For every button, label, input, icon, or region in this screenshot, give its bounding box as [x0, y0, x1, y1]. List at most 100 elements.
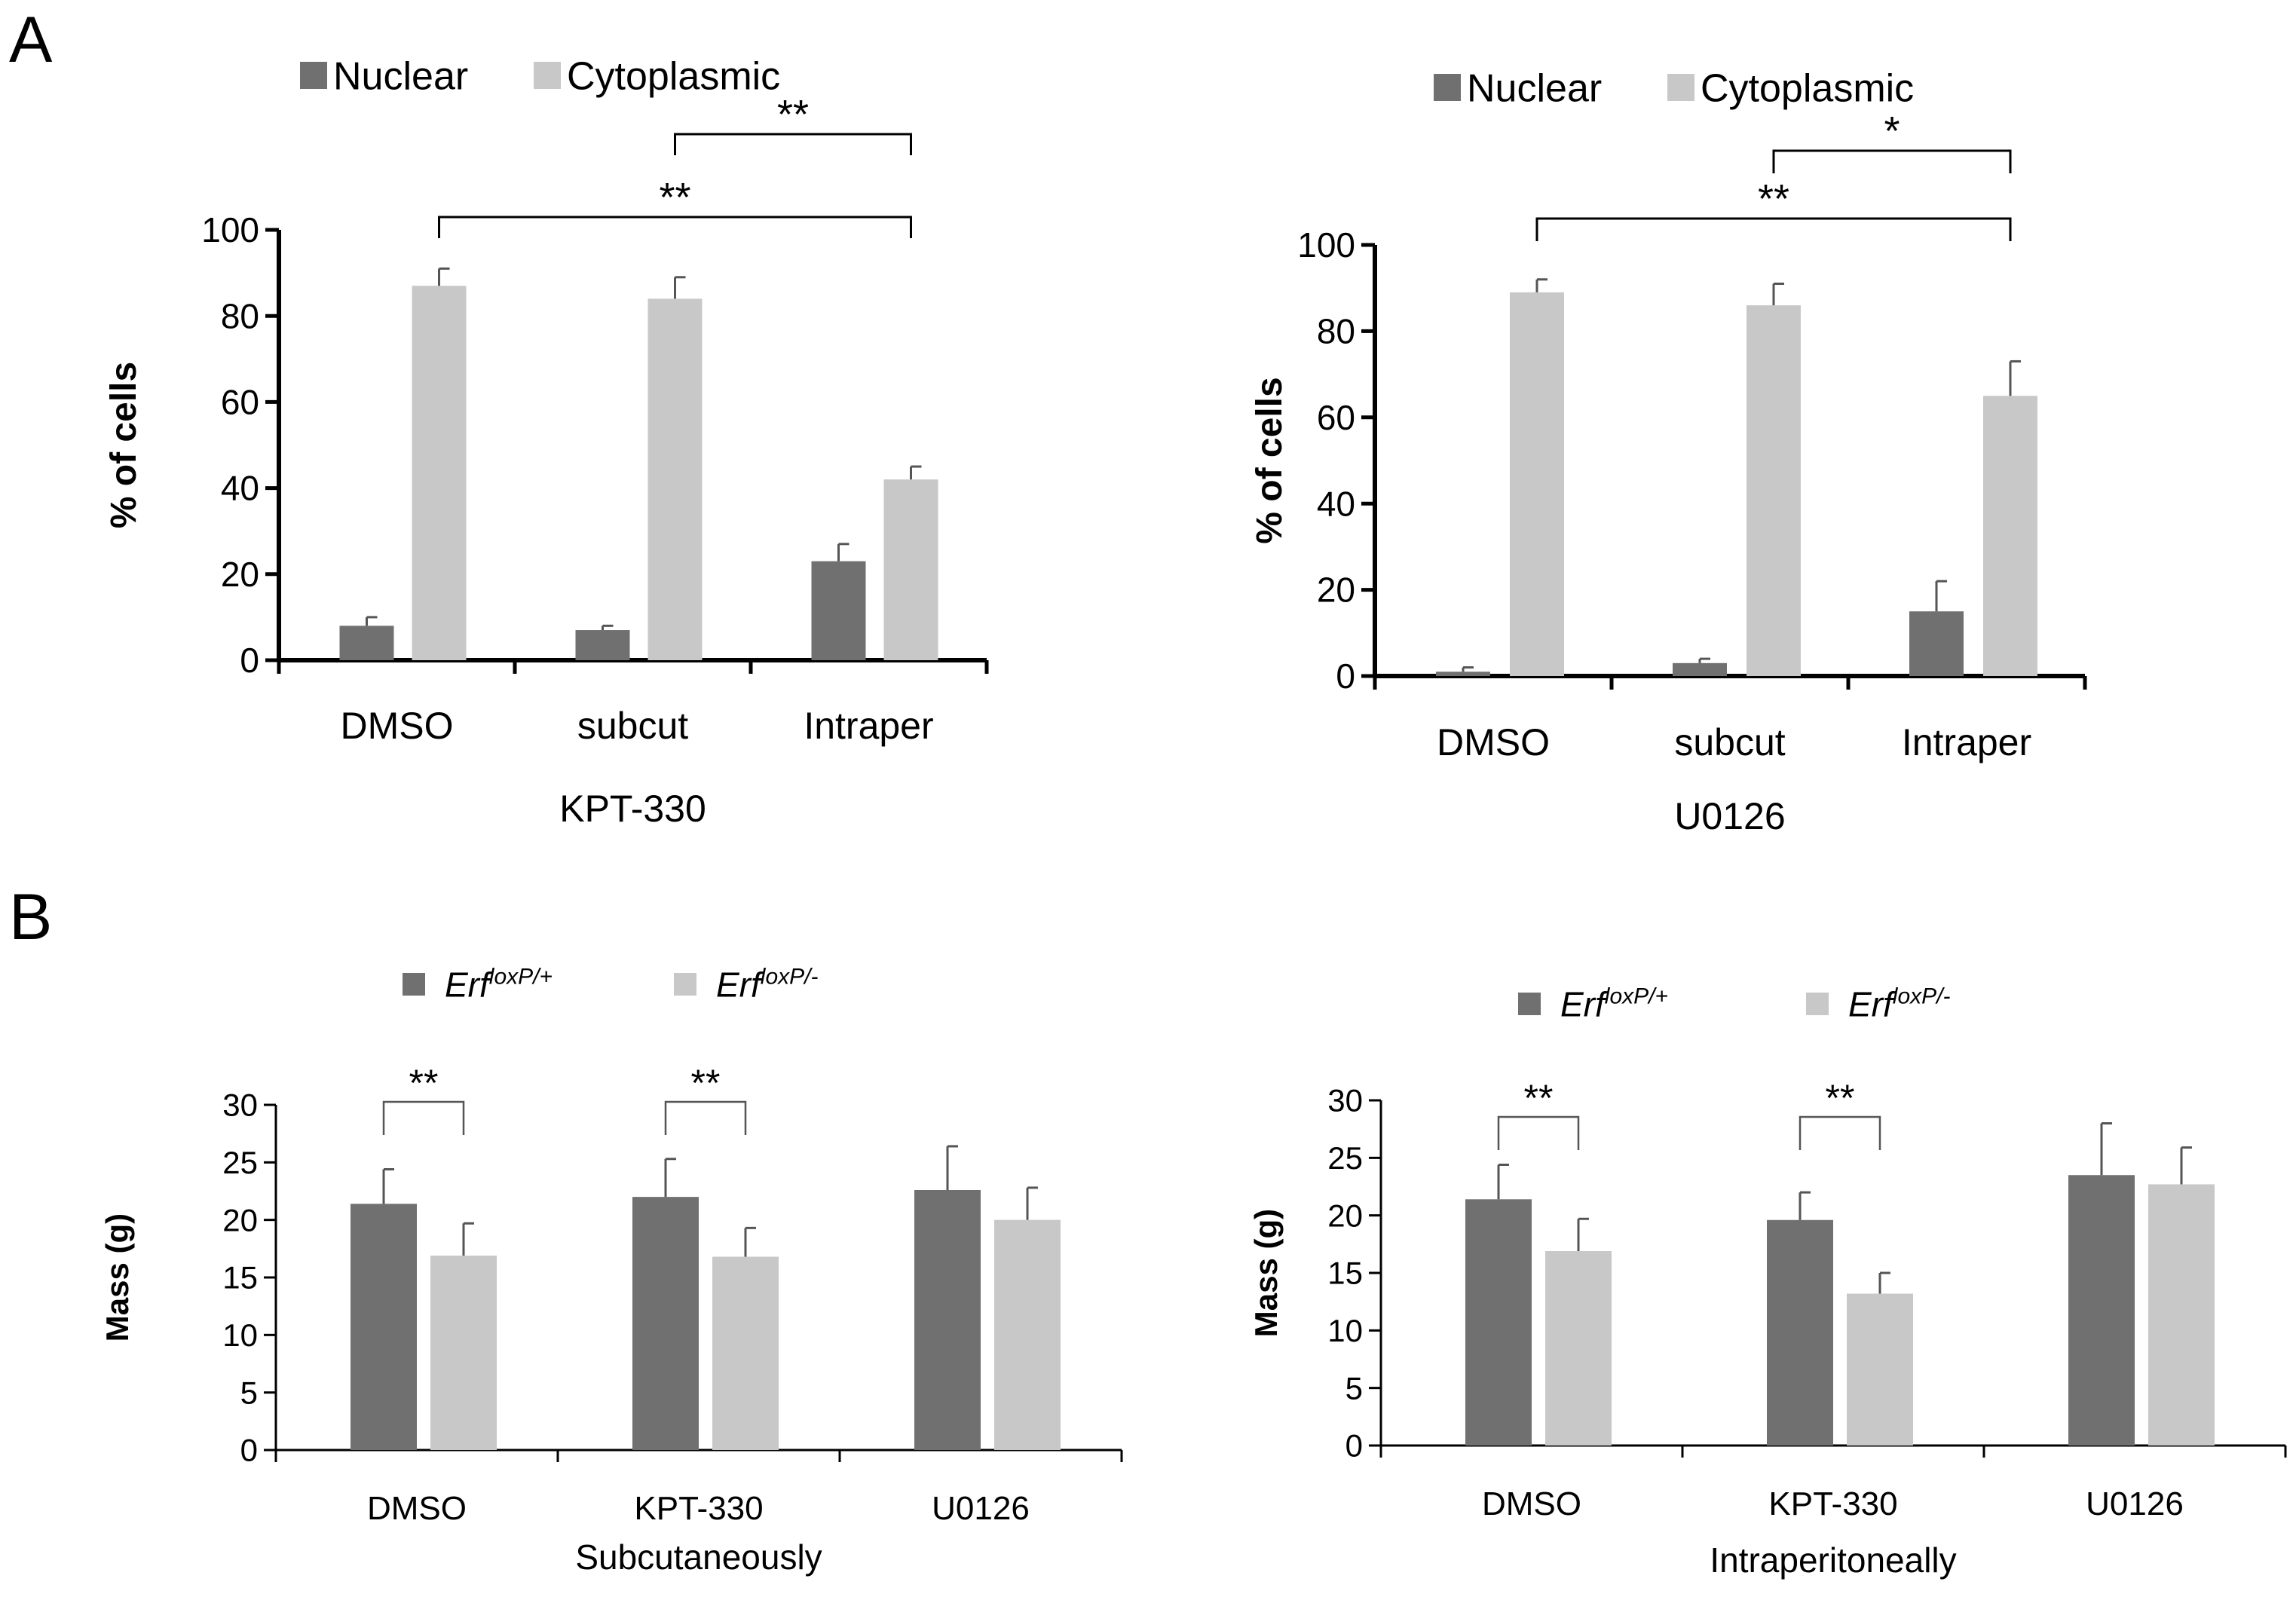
chart-a1: 0 20 40 60 80 100 DMSO subcut Intraper KPT-330 % o… [104, 55, 989, 830]
y-tick-label: 60 [221, 383, 259, 422]
x-axis-title: KPT-330 [559, 788, 706, 830]
y-tick-label: 5 [240, 1375, 258, 1410]
y-tick-label: 20 [1327, 1198, 1363, 1233]
category-label: U0126 [2086, 1485, 2184, 1522]
significance-bracket [438, 216, 912, 238]
panel-label-b: B [9, 881, 52, 953]
bar [1983, 396, 2037, 676]
bar [1673, 662, 1727, 676]
category-label: Intraper [1902, 721, 2031, 763]
bar [2148, 1184, 2215, 1446]
significance-bracket [664, 1100, 747, 1135]
legend-swatch [300, 62, 327, 89]
y-tick-label: 20 [222, 1202, 258, 1238]
bar [712, 1256, 779, 1450]
category-label: DMSO [341, 705, 454, 747]
legend-label: Nuclear [333, 55, 468, 99]
x-axis-title: U0126 [1674, 795, 1785, 837]
category-label: U0126 [932, 1490, 1030, 1527]
y-tick-label: 40 [221, 469, 259, 508]
significance-bracket [674, 133, 912, 155]
bar [339, 626, 394, 660]
legend-label: ErfloxP/+ [445, 965, 553, 1005]
legend-label: Cytoplasmic [1701, 67, 1914, 111]
legend-swatch [1806, 993, 1829, 1015]
legend-swatch [534, 62, 561, 89]
x-axis-title: Subcutaneously [575, 1537, 822, 1577]
significance-label: ** [777, 92, 809, 137]
category-label: DMSO [367, 1490, 467, 1527]
y-tick-label: 25 [1327, 1140, 1363, 1176]
bar [351, 1204, 417, 1450]
significance-label: ** [1758, 176, 1789, 222]
category-label: subcut [577, 705, 688, 747]
y-tick-label: 80 [1317, 312, 1355, 351]
bar [575, 630, 630, 660]
significance-bracket [382, 1100, 465, 1135]
chart-a2: 0 20 40 60 80 100 DMSO subcut Intraper U0126 % of … [1250, 67, 2087, 837]
category-label: DMSO [1482, 1485, 1581, 1522]
significance-bracket [1772, 149, 2012, 173]
y-tick-label: 5 [1345, 1370, 1363, 1406]
legend-label: ErfloxP/- [716, 965, 818, 1005]
chart-b1: 0 5 10 15 20 25 30 DMSO KPT-330 U0126 Subcutaneous… [99, 965, 1123, 1577]
bar [1545, 1250, 1612, 1446]
significance-bracket [1497, 1115, 1580, 1150]
bar [1909, 611, 1964, 676]
bar [412, 286, 467, 660]
significance-label: * [1884, 109, 1900, 154]
y-tick-label: 100 [1297, 225, 1355, 265]
y-tick-label: 30 [222, 1088, 258, 1123]
bar [1436, 672, 1490, 676]
y-tick-label: 40 [1317, 484, 1355, 523]
bar [2068, 1175, 2135, 1446]
bar [994, 1219, 1061, 1450]
bar [430, 1255, 497, 1450]
y-tick-label: 25 [222, 1145, 258, 1180]
category-label: DMSO [1437, 721, 1550, 763]
y-tick-label: 10 [1327, 1313, 1363, 1348]
significance-label: ** [691, 1062, 721, 1104]
legend-label: ErfloxP/- [1848, 984, 1950, 1024]
y-axis-title: Mass (g) [99, 1213, 135, 1342]
bar [1746, 305, 1801, 676]
legend-label: ErfloxP/+ [1560, 984, 1668, 1024]
legend-swatch [1518, 993, 1541, 1015]
bar [632, 1197, 699, 1450]
y-tick-label: 100 [201, 210, 259, 249]
y-axis-title: Mass (g) [1248, 1209, 1284, 1337]
y-axis-title: % of cells [1250, 377, 1290, 543]
y-tick-label: 20 [1317, 571, 1355, 610]
bar [1465, 1199, 1532, 1446]
legend-swatch [1667, 74, 1694, 101]
bar [1847, 1293, 1913, 1446]
significance-label: ** [1826, 1077, 1855, 1119]
category-label: KPT-330 [634, 1490, 763, 1527]
panel-label-a: A [9, 4, 53, 76]
bar [883, 479, 938, 660]
y-tick-label: 15 [1327, 1256, 1363, 1291]
bar [1767, 1219, 1833, 1446]
significance-label: ** [659, 175, 690, 220]
y-tick-label: 0 [1336, 656, 1355, 696]
bar [914, 1189, 981, 1450]
y-tick-label: 30 [1327, 1083, 1363, 1118]
y-tick-label: 0 [240, 641, 259, 680]
legend-swatch [674, 973, 696, 996]
category-label: subcut [1674, 721, 1785, 763]
y-axis-title: % of cells [104, 362, 144, 528]
significance-label: ** [1524, 1077, 1554, 1119]
bar [1510, 292, 1564, 676]
significance-bracket [1535, 217, 2012, 241]
bar [647, 298, 703, 660]
y-tick-label: 60 [1317, 398, 1355, 437]
legend-label: Nuclear [1467, 67, 1602, 111]
y-tick-label: 80 [221, 296, 259, 335]
legend-label: Cytoplasmic [567, 55, 780, 99]
significance-bracket [1799, 1115, 1881, 1150]
x-axis-title: Intraperitoneally [1710, 1540, 1956, 1580]
category-label: KPT-330 [1768, 1485, 1897, 1522]
bar [811, 561, 866, 660]
